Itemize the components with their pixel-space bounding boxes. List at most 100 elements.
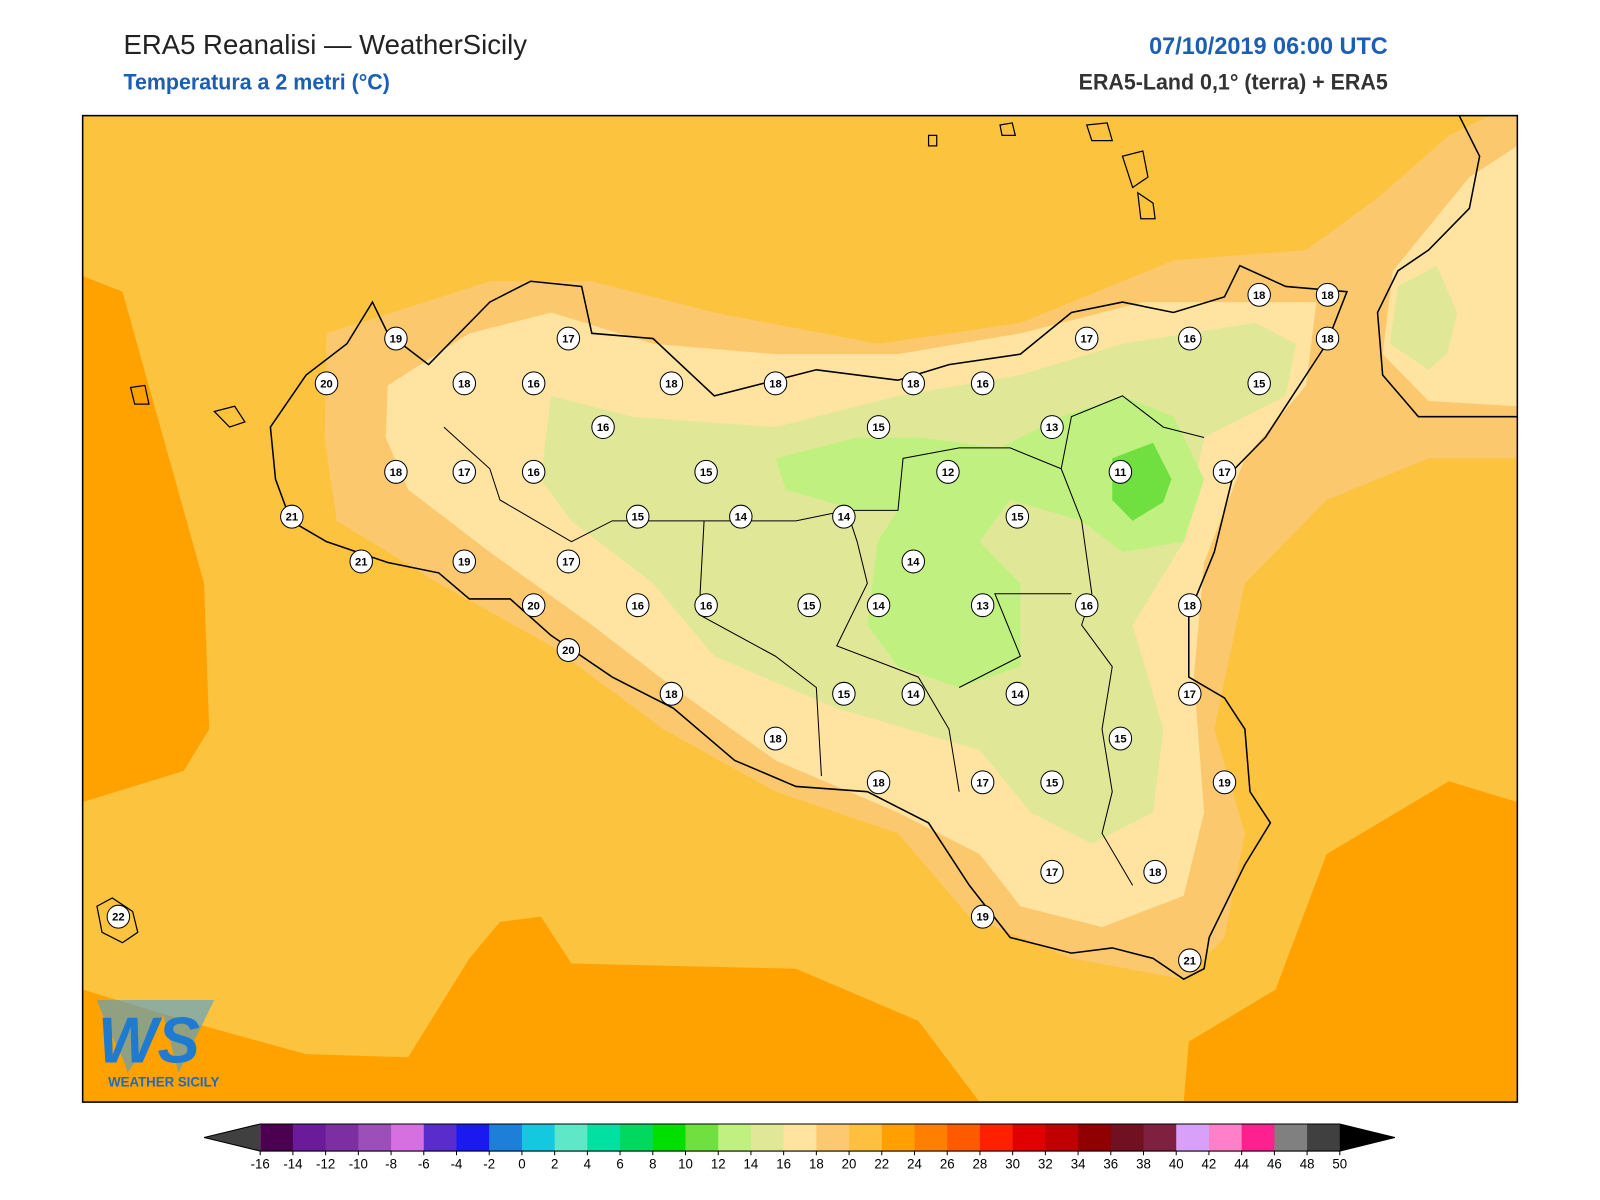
station-marker [659, 681, 684, 706]
colorbar-segment [979, 1123, 1014, 1152]
station-value: 21 [286, 512, 298, 524]
station-value: 18 [458, 378, 470, 390]
contour-24 [1183, 781, 1518, 1103]
station-marker [1178, 948, 1202, 973]
station: 16 [1075, 593, 1099, 618]
station: 13 [970, 593, 995, 618]
station-marker [729, 504, 753, 529]
colorbar-segment [1208, 1123, 1243, 1152]
colorbar-segment [554, 1123, 588, 1152]
station-marker [832, 681, 856, 706]
station: 14 [866, 593, 891, 618]
map: WS WEATHER SICILY 19 17 20 18 16 18 18 18 16 17 16… [81, 114, 1519, 1103]
logo-subtitle: WEATHER SICILY [108, 1074, 219, 1089]
station-marker [866, 593, 891, 618]
station-marker [970, 904, 995, 929]
colorbar-tick-label: -6 [418, 1157, 430, 1172]
station: 21 [349, 549, 373, 574]
station: 21 [1178, 948, 1202, 973]
station-marker [797, 593, 821, 618]
station: 17 [452, 459, 477, 484]
colorbar-tick-label: 22 [874, 1157, 889, 1172]
colorbar-tick-label: 16 [776, 1157, 791, 1172]
station-marker [901, 681, 925, 706]
coastline-calabria [1376, 115, 1518, 418]
station-value: 20 [320, 378, 332, 390]
station-value: 19 [458, 556, 470, 568]
station-marker [970, 371, 995, 396]
station: 19 [452, 549, 477, 574]
colorbar-segment [391, 1123, 425, 1152]
colorbar: -16 -14 -12 -10 -8 -6 -4 -2 0 2 4 6 8 10 12 14 16 18 20 22 2… [203, 1123, 1396, 1172]
station-value: 22 [112, 912, 124, 924]
station: 16 [521, 459, 546, 484]
station-marker [556, 638, 581, 662]
colorbar-tick-label: 26 [940, 1157, 955, 1172]
station: 16 [591, 415, 615, 440]
colorbar-tick-label: 2 [551, 1157, 558, 1172]
station-value: 14 [1011, 689, 1024, 701]
station: 18 [763, 726, 788, 751]
colorbar-segment [620, 1123, 654, 1152]
map-frame [81, 114, 1519, 1103]
colorbar-segment [1307, 1123, 1341, 1152]
station-marker [1040, 859, 1064, 884]
station-marker [521, 593, 546, 618]
station-marker [521, 371, 546, 396]
station-value: 19 [390, 334, 402, 346]
colorbar-segment [1143, 1123, 1177, 1152]
colorbar-tick-label: -2 [483, 1157, 495, 1172]
station-marker [384, 459, 408, 484]
station-value: 21 [355, 556, 367, 568]
station: 16 [626, 593, 650, 618]
station-value: 16 [1184, 334, 1196, 346]
colorbar-tick-label: 50 [1332, 1157, 1347, 1172]
station: 18 [452, 371, 477, 396]
station-marker [1143, 859, 1167, 884]
colorbar-segment [1176, 1123, 1210, 1152]
station-marker [1040, 415, 1064, 440]
station-marker [384, 326, 408, 351]
station: 18 [866, 770, 891, 795]
station-marker [694, 459, 718, 484]
station-value: 13 [976, 600, 988, 612]
station: 18 [1143, 859, 1167, 884]
station-value: 21 [1184, 955, 1196, 967]
station: 14 [729, 504, 753, 529]
station: 15 [832, 681, 856, 706]
colorbar-tick-label: 36 [1103, 1157, 1118, 1172]
datetime: 07/10/2019 06:00 UTC [1149, 34, 1388, 60]
colorbar-tick-label: 8 [649, 1157, 656, 1172]
colorbar-segment [325, 1123, 359, 1152]
station-value: 16 [527, 378, 539, 390]
colorbar-tick-label: 40 [1169, 1157, 1184, 1172]
colorbar-segment [292, 1123, 327, 1152]
colorbar-segment [750, 1123, 785, 1152]
station-value: 16 [527, 467, 539, 479]
station: 21 [280, 504, 304, 529]
station-marker [1005, 504, 1030, 529]
station: 12 [936, 459, 960, 484]
colorbar-tick-label: 32 [1038, 1157, 1053, 1172]
station: 17 [1212, 459, 1237, 484]
colorbar-segment [685, 1123, 719, 1152]
station: 19 [970, 904, 995, 929]
station-value: 17 [562, 334, 574, 346]
station-marker [832, 504, 856, 529]
station-marker [106, 904, 131, 929]
station: 11 [1108, 459, 1133, 484]
station-value: 16 [700, 600, 712, 612]
station-value: 15 [872, 422, 884, 434]
colorbar-segment [358, 1123, 392, 1152]
colorbar-segment [587, 1123, 621, 1152]
station-value: 11 [1114, 467, 1126, 479]
colorbar-tick-label: -8 [385, 1157, 397, 1172]
station-value: 15 [632, 512, 644, 524]
colorbar-tick-label: 0 [518, 1157, 525, 1172]
colorbar-segment [849, 1123, 883, 1152]
station-value: 14 [907, 556, 920, 568]
station: 18 [659, 371, 684, 396]
colorbar-segment [1274, 1123, 1308, 1152]
colorbar-segment [1078, 1123, 1112, 1152]
colorbar-tick-label: 10 [678, 1157, 693, 1172]
